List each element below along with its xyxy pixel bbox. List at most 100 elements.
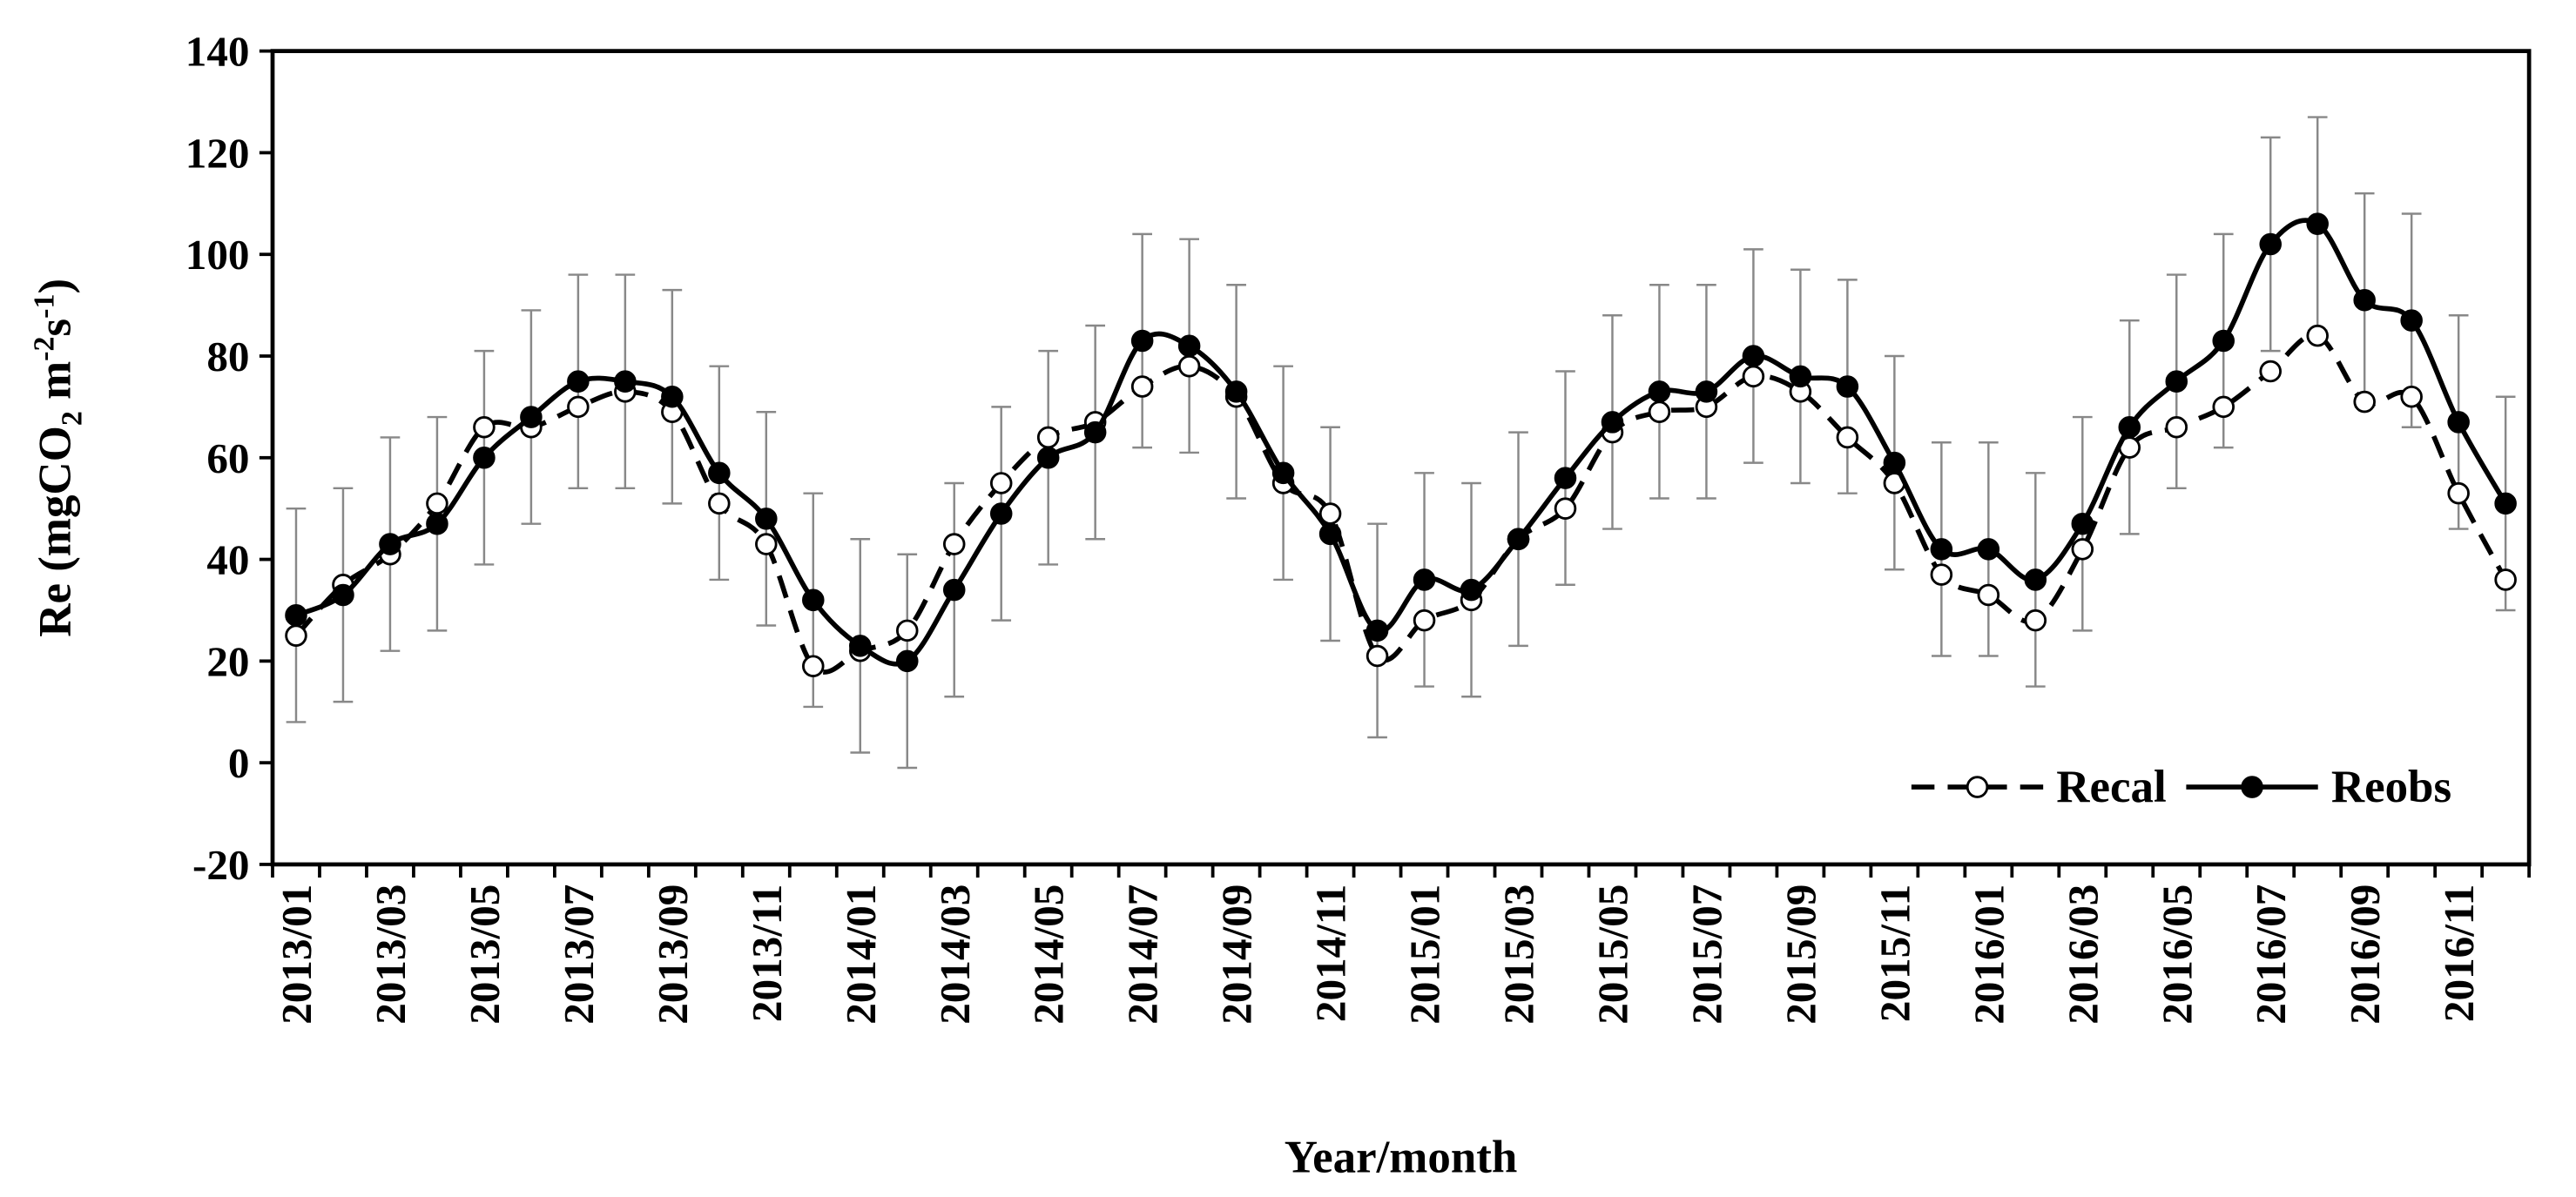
data-point <box>1083 420 1107 444</box>
data-point <box>1742 365 1765 388</box>
data-point <box>473 415 496 439</box>
y-tick-label: -20 <box>192 841 250 889</box>
data-point <box>1930 563 1953 586</box>
data-point <box>1789 365 1812 388</box>
data-point <box>2118 415 2141 439</box>
data-point <box>1648 380 1671 403</box>
data-point <box>895 619 919 642</box>
data-point <box>2024 568 2047 591</box>
data-point <box>1224 380 1248 403</box>
data-point <box>1695 380 1718 403</box>
data-point <box>2447 411 2470 434</box>
x-tick-label: 2013/11 <box>743 884 791 1022</box>
y-axis-title-part: s <box>30 319 80 337</box>
x-tick-label: 2015/11 <box>1871 884 1919 1022</box>
y-tick-label: 40 <box>206 536 249 584</box>
x-tick-label: 2016/01 <box>1965 884 2013 1025</box>
data-point <box>1930 538 1953 561</box>
x-tick-label: 2013/01 <box>273 884 320 1025</box>
y-axis-title-part: -2 <box>28 336 60 360</box>
data-point <box>2071 538 2094 561</box>
data-point <box>989 502 1013 525</box>
data-point <box>2400 385 2423 408</box>
data-point <box>989 472 1013 494</box>
y-axis-title-part: m <box>30 361 80 411</box>
data-point <box>802 655 825 677</box>
data-point <box>1366 644 1389 668</box>
data-point <box>2212 329 2235 353</box>
plot-frame <box>270 49 2532 867</box>
y-axis-title-part: ) <box>30 279 80 294</box>
data-point <box>1177 354 1201 378</box>
data-point <box>1883 451 1906 474</box>
data-point <box>755 533 778 555</box>
data-point <box>473 447 496 469</box>
data-point <box>2400 309 2423 332</box>
y-axis-title-part: Re (mgCO <box>30 426 80 637</box>
legend-marker <box>2241 776 2263 798</box>
x-tick-label: 2014/01 <box>837 884 885 1025</box>
x-tick-label: 2015/09 <box>1777 884 1824 1025</box>
data-point <box>2353 289 2376 312</box>
data-point <box>1554 467 1577 489</box>
data-point <box>2259 360 2282 383</box>
data-point <box>426 512 448 535</box>
data-point <box>2494 568 2517 591</box>
legend-label: Reobs <box>2331 762 2451 812</box>
data-point <box>1130 329 1154 353</box>
data-point <box>1977 538 2000 561</box>
x-tick-label: 2016/05 <box>2153 884 2201 1025</box>
y-tick-label: 80 <box>206 333 249 380</box>
data-point <box>426 492 448 515</box>
data-point <box>1366 619 1389 642</box>
data-point <box>1413 568 1436 591</box>
data-point <box>2165 415 2188 439</box>
x-tick-label: 2014/11 <box>1307 884 1355 1022</box>
x-tick-label: 2015/05 <box>1588 884 1636 1025</box>
y-tick-label: 140 <box>185 28 250 76</box>
x-tick-label: 2013/05 <box>461 884 509 1025</box>
data-point <box>520 406 543 428</box>
data-point <box>802 588 825 612</box>
y-axis-title: Re (mgCO2 m-2s-1) <box>28 279 88 637</box>
data-point <box>1130 375 1154 398</box>
data-point <box>567 395 590 419</box>
data-point <box>1507 528 1530 550</box>
data-point <box>1413 609 1436 632</box>
data-point <box>614 370 637 393</box>
data-point <box>2306 324 2329 347</box>
x-tick-label: 2014/07 <box>1119 884 1167 1025</box>
y-axis-title-part: 2 <box>57 411 89 426</box>
data-point <box>2165 370 2188 393</box>
data-point <box>2212 395 2235 419</box>
data-point <box>1977 583 2000 607</box>
data-point <box>2259 232 2282 256</box>
legend-label: Recal <box>2056 762 2166 812</box>
x-tick-label: 2015/07 <box>1682 884 1730 1025</box>
x-tick-label: 2016/11 <box>2435 884 2483 1022</box>
data-point <box>379 533 401 555</box>
data-point <box>2024 609 2047 632</box>
data-point <box>567 370 590 393</box>
x-tick-label: 2016/09 <box>2341 884 2389 1025</box>
x-tick-label: 2013/07 <box>555 884 603 1025</box>
data-point <box>708 492 731 515</box>
data-point <box>2306 212 2329 235</box>
data-point <box>1836 375 1859 398</box>
data-point <box>1036 447 1060 469</box>
data-point <box>1742 345 1765 367</box>
data-point <box>661 385 684 408</box>
data-point <box>285 604 307 627</box>
series-line <box>293 333 2508 675</box>
data-point <box>2353 390 2376 414</box>
data-point <box>708 461 731 485</box>
y-tick-label: 120 <box>185 129 250 177</box>
data-point <box>848 635 872 657</box>
data-point <box>285 624 307 647</box>
data-point <box>942 578 966 602</box>
data-point <box>942 533 966 555</box>
data-point <box>1601 411 1624 434</box>
y-axis-title-part: -1 <box>28 293 60 318</box>
y-tick-label: 60 <box>206 434 249 482</box>
